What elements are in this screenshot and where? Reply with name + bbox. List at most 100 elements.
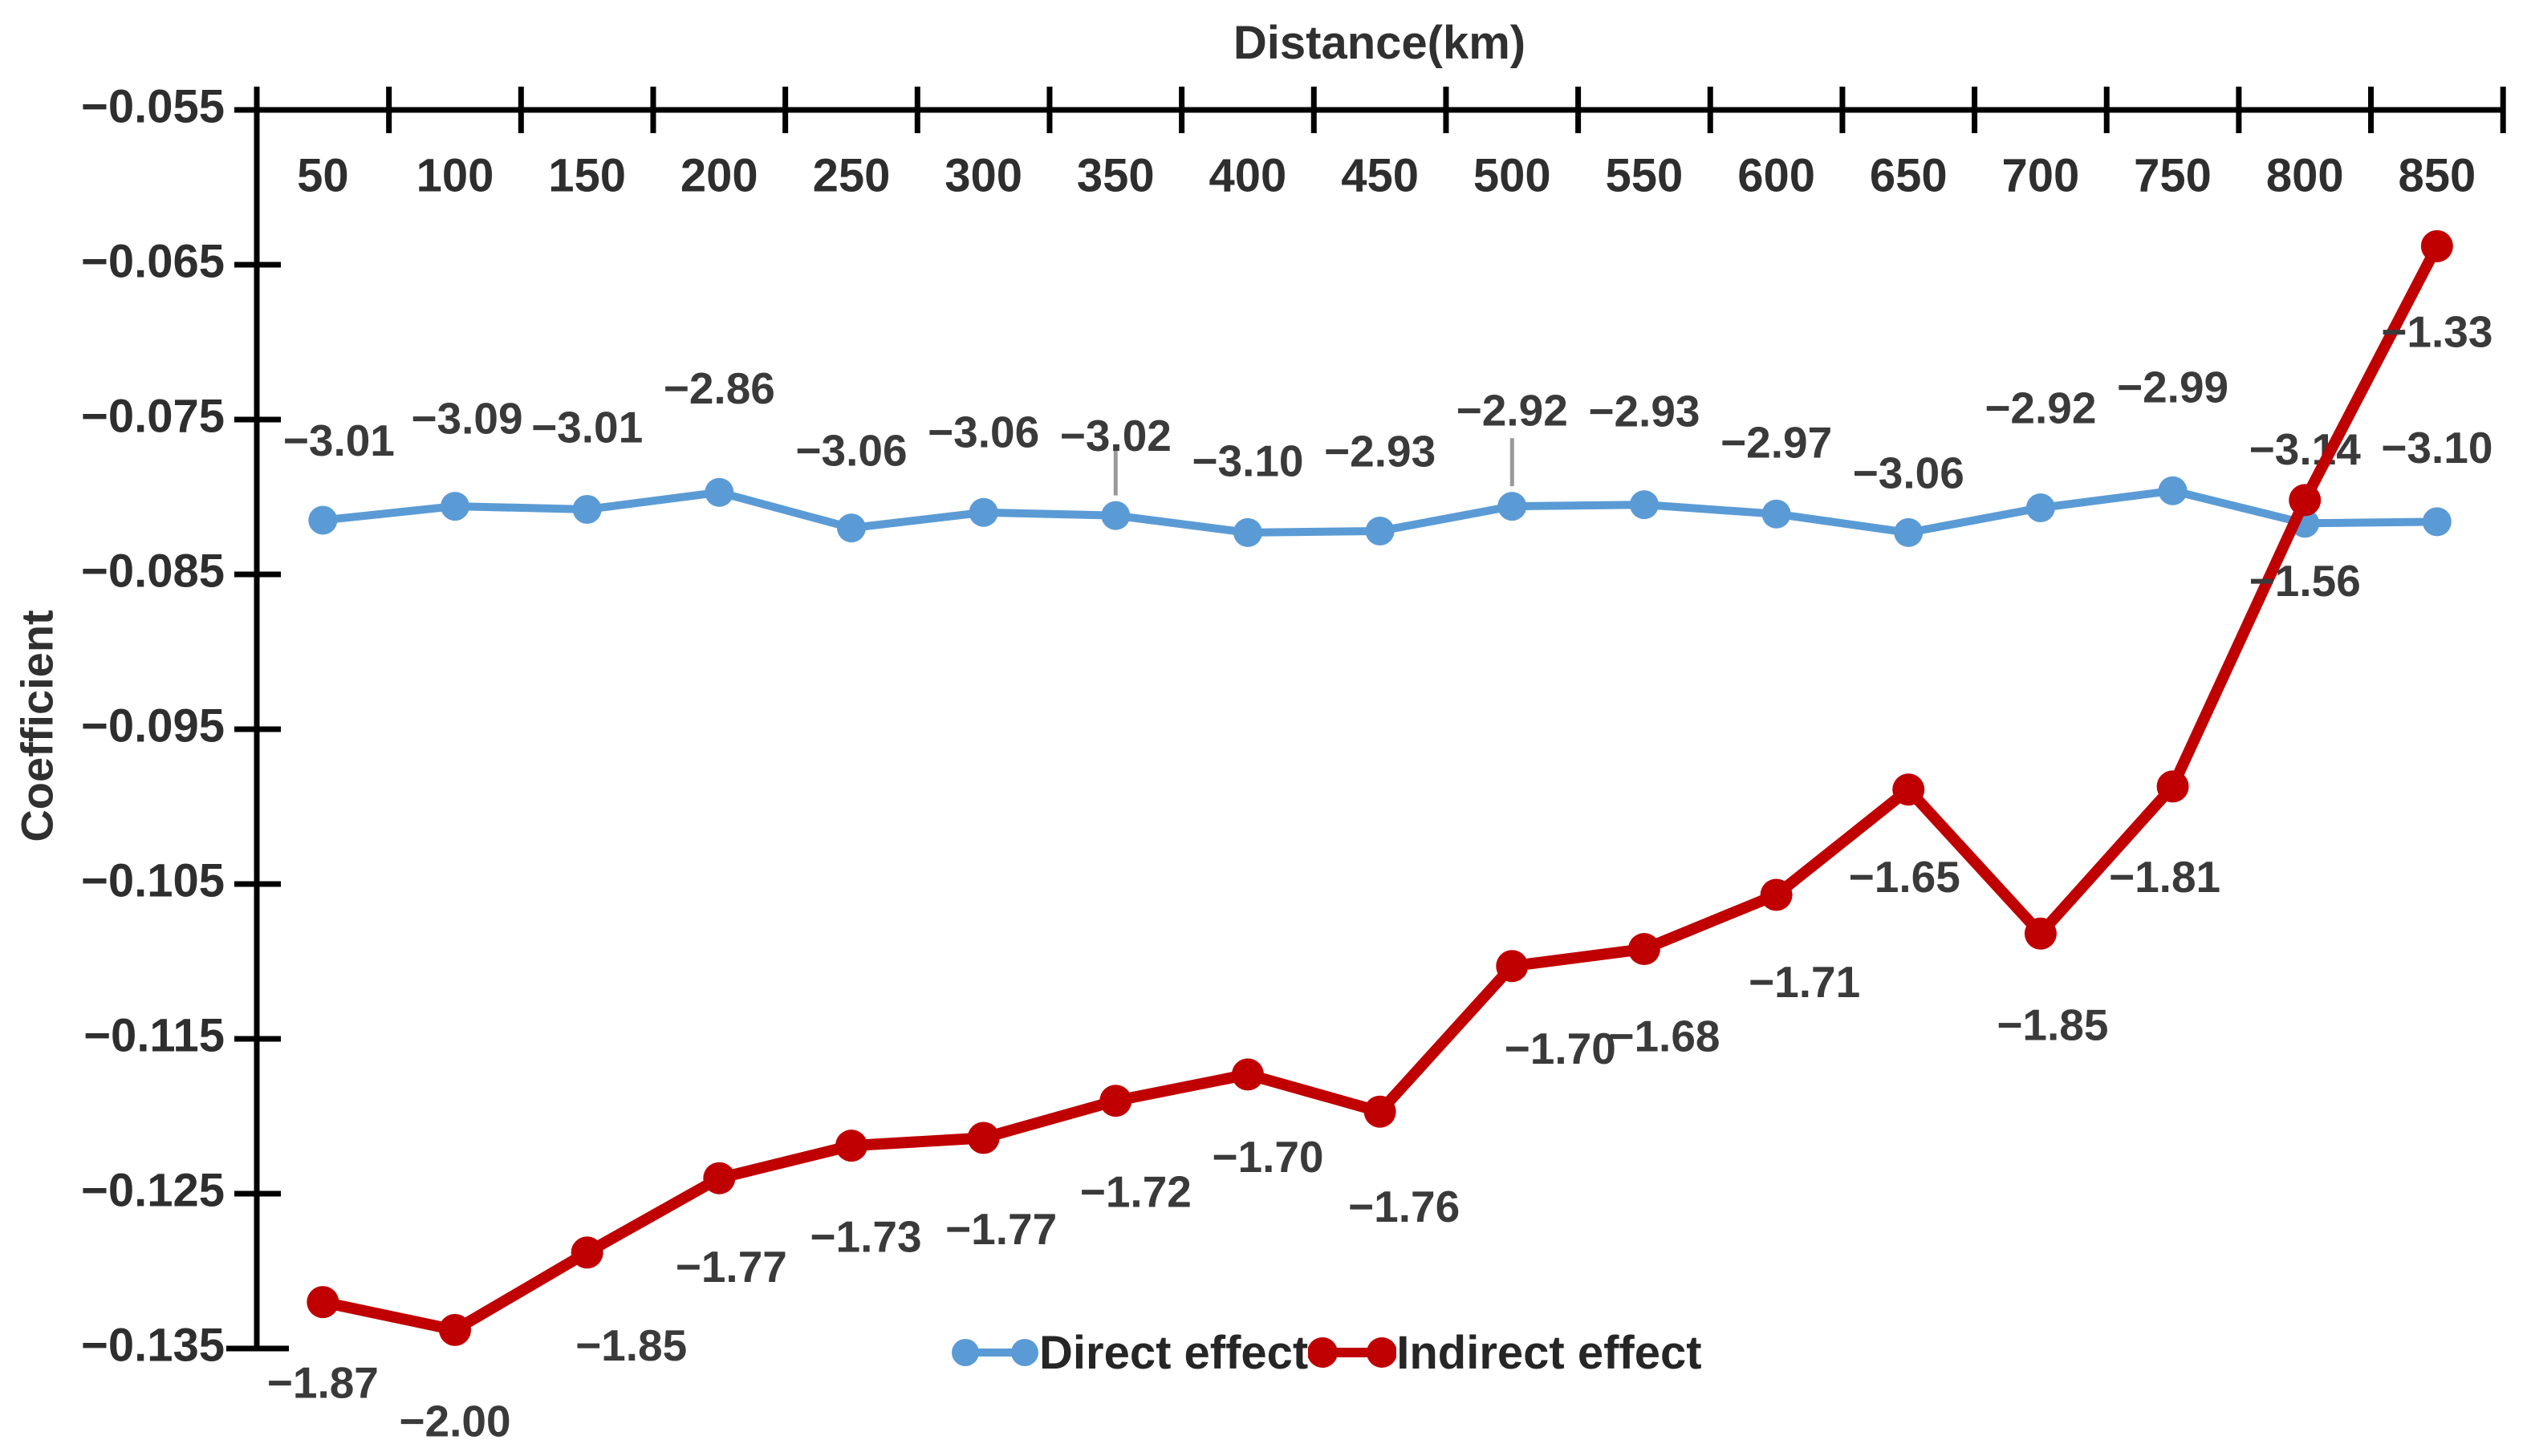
direct-effect-marker — [1365, 516, 1395, 545]
legend-label-direct-effect: Direct effect — [1039, 1326, 1309, 1379]
indirect-effect-marker — [1099, 1085, 1132, 1117]
direct-effect-marker — [836, 513, 866, 543]
indirect-effect-data-label: −1.33 — [2381, 306, 2492, 356]
indirect-effect-data-label: −1.76 — [1348, 1182, 1460, 1231]
x-axis-tick-label: 500 — [1473, 149, 1551, 201]
x-axis-tick-label: 250 — [813, 149, 891, 201]
indirect-effect-data-label: −1.65 — [1849, 852, 1960, 902]
direct-effect-data-label: −3.06 — [1853, 448, 1964, 497]
direct-effect-data-label: −2.86 — [664, 363, 775, 413]
direct-effect-data-label: −2.93 — [1324, 426, 1436, 476]
indirect-effect-marker — [1760, 878, 1793, 911]
direct-effect-marker — [1629, 490, 1659, 520]
y-axis-tick-label: −0.135 — [81, 1319, 225, 1371]
direct-effect-data-label: −3.10 — [2381, 423, 2492, 472]
direct-effect-data-label: −2.97 — [1720, 417, 1832, 467]
indirect-effect-data-label: −1.72 — [1080, 1167, 1192, 1217]
direct-effect-marker — [1894, 517, 1924, 547]
legend-swatch-indirect-effect — [1307, 1322, 1398, 1383]
indirect-effect-data-label: −1.77 — [676, 1242, 787, 1292]
y-axis-tick-label: −0.125 — [81, 1164, 225, 1216]
direct-effect-data-label: −2.99 — [2117, 362, 2228, 412]
direct-effect-data-label: −3.09 — [411, 394, 522, 444]
indirect-effect-marker — [2420, 229, 2453, 262]
direct-effect-marker — [308, 505, 338, 535]
indirect-effect-swatch-graphic — [1307, 1337, 1398, 1368]
indirect-effect-data-label: −2.00 — [399, 1396, 510, 1446]
indirect-effect-marker — [835, 1130, 867, 1162]
direct-effect-marker — [969, 497, 998, 527]
y-axis-tick-label: −0.095 — [81, 700, 225, 752]
x-axis-tick-label: 300 — [945, 149, 1022, 201]
x-axis-tick-label: 350 — [1077, 149, 1155, 201]
indirect-effect-data-label: −1.70 — [1505, 1024, 1616, 1073]
indirect-effect-data-label: −1.68 — [1608, 1012, 1720, 1061]
x-axis-tick-label: 800 — [2266, 149, 2344, 201]
x-axis-tick-label: 450 — [1341, 149, 1419, 201]
indirect-effect-marker — [1627, 933, 1660, 966]
direct-effect-data-label: −3.01 — [283, 416, 395, 465]
direct-effect-data-label: −3.06 — [795, 426, 907, 476]
legend: Direct effect Indirect effect — [951, 1322, 1702, 1383]
direct-effect-marker — [2158, 476, 2188, 505]
x-axis-tick-label: 400 — [1209, 149, 1287, 201]
y-axis-tick-label: −0.055 — [81, 80, 225, 132]
direct-effect-data-label: −3.10 — [1192, 436, 1303, 485]
legend-label-indirect-effect: Indirect effect — [1396, 1326, 1702, 1379]
indirect-effect-marker — [438, 1313, 471, 1346]
indirect-effect-marker — [2156, 770, 2189, 803]
direct-effect-data-label: −2.93 — [1588, 387, 1700, 436]
direct-effect-marker — [2422, 507, 2452, 537]
x-axis-tick-label: 200 — [680, 149, 758, 201]
direct-effect-marker — [1497, 492, 1527, 521]
y-axis-tick-label: −0.065 — [81, 235, 225, 287]
indirect-effect-marker — [1363, 1095, 1396, 1128]
x-axis-tick-label: 700 — [2002, 149, 2080, 201]
direct-effect-data-label: −3.02 — [1060, 411, 1172, 460]
x-axis-tick-label: 550 — [1606, 149, 1684, 201]
direct-effect-marker — [1101, 501, 1131, 530]
x-axis-tick-label: 150 — [548, 149, 626, 201]
indirect-effect-data-label: −1.87 — [267, 1358, 379, 1408]
indirect-effect-marker — [967, 1121, 1000, 1154]
x-axis-tick-label: 650 — [1870, 149, 1948, 201]
y-axis-tick-label: −0.105 — [81, 854, 225, 906]
indirect-effect-marker — [703, 1162, 736, 1194]
indirect-effect-data-label: −1.85 — [575, 1320, 687, 1370]
direct-effect-data-label: −2.92 — [1456, 386, 1568, 436]
x-axis-tick-label: 750 — [2134, 149, 2212, 201]
indirect-effect-data-label: −1.70 — [1212, 1132, 1323, 1182]
indirect-effect-data-label: −1.85 — [1997, 1000, 2108, 1049]
direct-effect-marker — [1233, 517, 1262, 547]
x-axis-tick-label: 600 — [1737, 149, 1815, 201]
direct-effect-marker — [440, 492, 469, 521]
indirect-effect-marker — [2024, 917, 2057, 950]
y-axis-tick-label: −0.085 — [81, 545, 225, 597]
y-axis-tick-label: −0.075 — [81, 390, 225, 442]
direct-effect-marker — [1761, 499, 1791, 529]
direct-effect-data-label: −3.06 — [928, 407, 1039, 456]
legend-swatch-direct-effect — [951, 1322, 1039, 1383]
indirect-effect-data-label: −1.81 — [2109, 852, 2220, 902]
x-axis-title: Distance(km) — [1233, 17, 1526, 69]
direct-effect-marker — [2025, 493, 2055, 523]
indirect-effect-marker — [307, 1286, 339, 1319]
direct-effect-data-label: −3.01 — [531, 402, 643, 452]
indirect-effect-marker — [1892, 773, 1925, 806]
indirect-effect-marker — [1231, 1058, 1264, 1091]
indirect-effect-marker — [1496, 950, 1529, 983]
x-axis-tick-label: 100 — [416, 149, 494, 201]
indirect-effect-data-label: −1.73 — [810, 1212, 921, 1262]
y-axis-tick-label: −0.115 — [83, 1009, 225, 1061]
indirect-effect-data-label: −1.71 — [1749, 957, 1860, 1007]
indirect-effect-data-label: −1.56 — [2249, 556, 2361, 606]
indirect-effect-marker — [571, 1236, 603, 1269]
x-axis-tick-label: 850 — [2398, 149, 2476, 201]
indirect-effect-marker — [2289, 484, 2322, 517]
indirect-effect-data-label: −1.77 — [945, 1204, 1057, 1254]
direct-effect-marker — [705, 477, 734, 507]
direct-effect-marker — [572, 494, 602, 524]
x-axis-tick-label: 50 — [297, 149, 349, 201]
